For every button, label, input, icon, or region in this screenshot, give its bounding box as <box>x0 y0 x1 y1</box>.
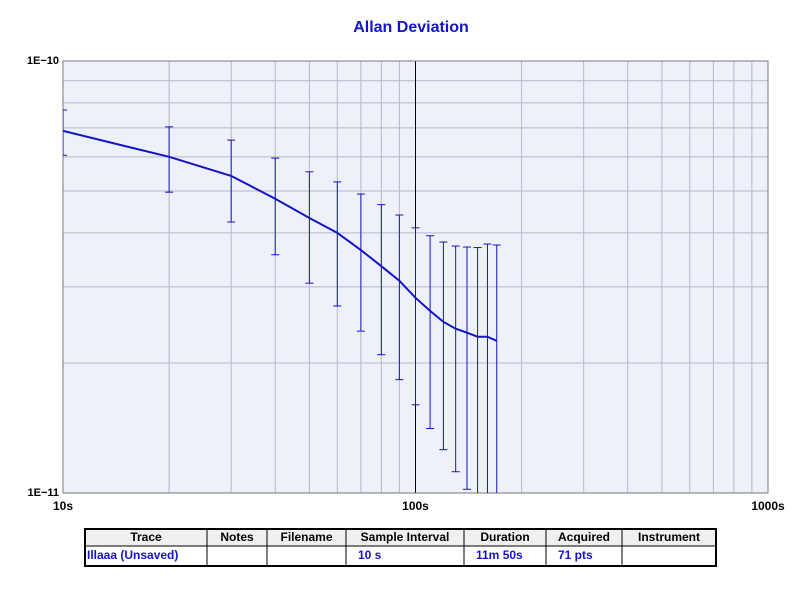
table-header: Instrument <box>638 530 700 544</box>
table-header: Notes <box>220 530 254 544</box>
y-tick-label: 1E−11 <box>27 487 59 499</box>
table-header-bg <box>85 529 716 546</box>
table-cell: 71 pts <box>558 548 593 562</box>
table-cell: 10 s <box>358 548 382 562</box>
chart-title: Allan Deviation <box>353 19 469 36</box>
table-cell: 11m 50s <box>476 548 523 562</box>
table-border <box>84 528 717 567</box>
table-header: Duration <box>480 530 529 544</box>
table-header: Filename <box>280 530 332 544</box>
table-cell: Illaaa (Unsaved) <box>87 548 178 562</box>
table-header: Trace <box>130 530 162 544</box>
x-tick-label: 100s <box>402 499 429 513</box>
table-header: Acquired <box>558 530 610 544</box>
x-tick-label: 10s <box>53 499 73 513</box>
table-header: Sample Interval <box>361 530 450 544</box>
x-tick-label: 1000s <box>751 499 785 513</box>
y-tick-label: 1E−10 <box>27 55 59 67</box>
plot-border <box>62 60 769 494</box>
